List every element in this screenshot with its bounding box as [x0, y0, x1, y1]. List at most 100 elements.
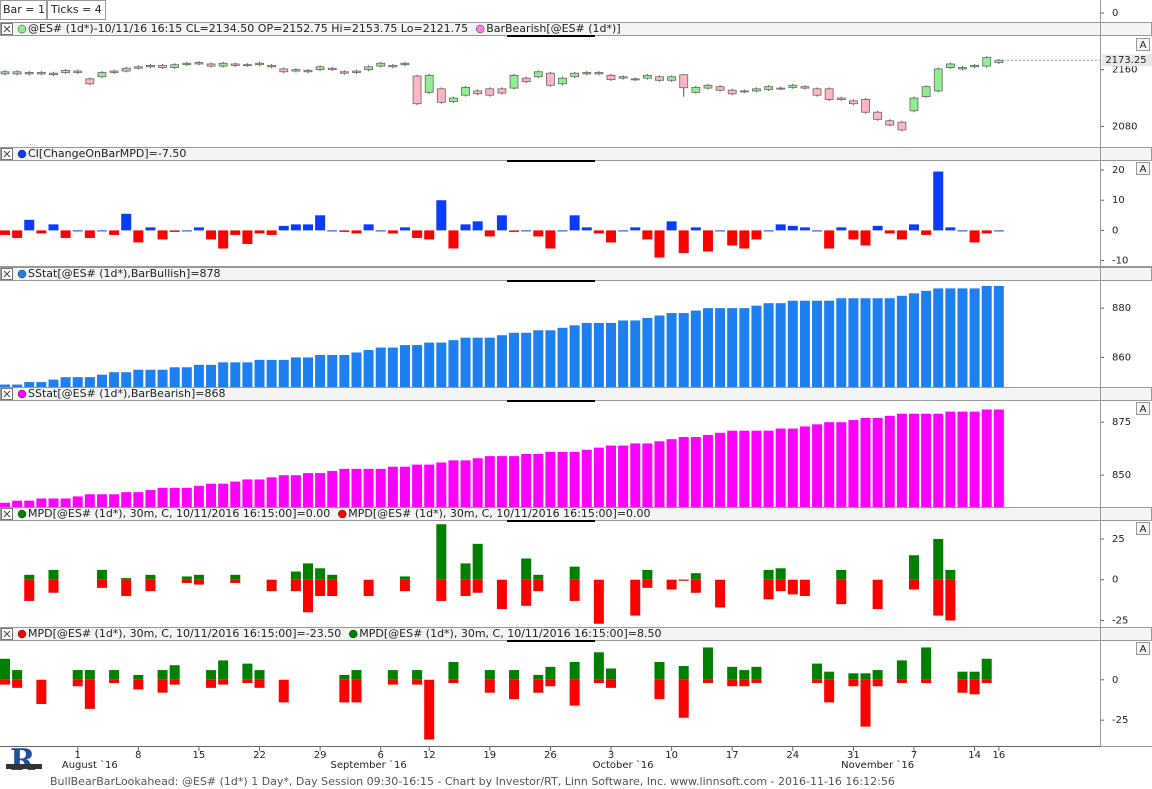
scale-button[interactable] — [1136, 162, 1150, 175]
bar — [581, 227, 592, 231]
x-tick-label: 17 — [726, 750, 739, 761]
bar — [193, 574, 204, 580]
bar — [399, 579, 410, 592]
candle-body — [909, 97, 919, 112]
candle-body — [461, 86, 470, 96]
bar — [715, 230, 726, 232]
candle-body — [230, 63, 240, 66]
bar — [521, 454, 532, 507]
close-icon[interactable] — [3, 390, 11, 398]
scale-button[interactable] — [1136, 402, 1150, 415]
candle-body — [982, 57, 992, 67]
bar — [836, 227, 847, 231]
bar — [969, 288, 980, 387]
bar — [581, 322, 592, 387]
candle-body — [606, 74, 616, 80]
candle-body — [921, 86, 931, 98]
bar — [909, 579, 919, 590]
bar — [12, 670, 23, 680]
bar — [921, 230, 932, 235]
x-month-label: October `16 — [593, 759, 654, 771]
bar — [533, 679, 544, 693]
close-icon[interactable] — [3, 270, 11, 278]
bar — [496, 215, 507, 231]
scale-button-label[interactable]: A — [1140, 524, 1147, 535]
bar — [872, 679, 883, 687]
bar — [436, 579, 447, 601]
x-tick-label: 14 — [968, 750, 981, 761]
bar — [218, 362, 229, 387]
bar — [484, 670, 495, 680]
candle-body — [873, 111, 883, 120]
bar — [642, 317, 653, 387]
bar — [157, 230, 168, 240]
bar — [933, 579, 944, 616]
bar — [521, 558, 532, 580]
bar — [133, 369, 144, 387]
bar — [24, 219, 35, 231]
bar — [702, 230, 713, 252]
bar — [654, 679, 665, 700]
y-tick-label: 25 — [1112, 534, 1125, 545]
close-icon[interactable] — [3, 510, 11, 518]
bar — [12, 500, 23, 507]
candle-body — [958, 67, 967, 70]
bar — [36, 382, 47, 387]
scale-button[interactable] — [1136, 642, 1150, 655]
close-icon[interactable] — [3, 630, 11, 638]
bar — [12, 230, 23, 238]
bar — [993, 230, 1004, 232]
scale-button-label[interactable]: A — [1140, 644, 1147, 655]
bar — [690, 310, 701, 387]
candle-body — [85, 78, 95, 85]
scale-button-label[interactable]: A — [1140, 164, 1147, 175]
close-icon[interactable] — [3, 25, 11, 33]
bar — [412, 464, 423, 507]
bar — [763, 579, 774, 600]
bar — [48, 379, 59, 387]
bar — [363, 224, 374, 231]
bar — [387, 347, 398, 387]
candle-body — [752, 88, 761, 92]
bar — [630, 320, 641, 387]
bar — [399, 576, 410, 580]
bar — [109, 372, 120, 387]
bar — [569, 579, 580, 601]
bar — [763, 430, 774, 507]
bar — [375, 230, 386, 232]
scale-button[interactable] — [1136, 38, 1150, 51]
scale-button[interactable] — [1136, 522, 1150, 535]
bar — [678, 679, 689, 718]
scale-button-label[interactable]: A — [1140, 404, 1147, 415]
candle-body — [849, 100, 858, 105]
bar — [290, 579, 301, 592]
candle-body — [424, 74, 434, 93]
close-icon[interactable] — [3, 150, 11, 158]
candle-body — [412, 75, 422, 105]
legend-icon — [17, 389, 27, 399]
bar — [484, 337, 495, 387]
legend-label: SStat[@ES# (1d*),BarBearish]=868 — [28, 387, 225, 400]
bar — [945, 227, 956, 231]
bar — [569, 566, 580, 580]
bar — [303, 579, 313, 613]
bar — [945, 569, 956, 580]
candle-body — [679, 74, 689, 89]
bar — [848, 298, 859, 387]
bar — [0, 502, 10, 507]
drag-handle — [507, 520, 595, 522]
bar — [775, 428, 786, 507]
bar — [509, 456, 520, 507]
legend-label: MPD[@ES# (1d*), 30m, C, 10/11/2016 16:15… — [359, 627, 661, 640]
bar — [896, 679, 907, 683]
bar — [424, 342, 435, 387]
bar — [509, 332, 520, 387]
x-tick-label: 10 — [665, 750, 678, 761]
bar — [327, 230, 338, 232]
scale-button-label[interactable]: A — [1140, 40, 1147, 51]
bar — [799, 227, 810, 231]
bar — [836, 569, 847, 580]
bar — [412, 345, 423, 387]
bar — [206, 670, 217, 680]
bar — [751, 430, 762, 507]
